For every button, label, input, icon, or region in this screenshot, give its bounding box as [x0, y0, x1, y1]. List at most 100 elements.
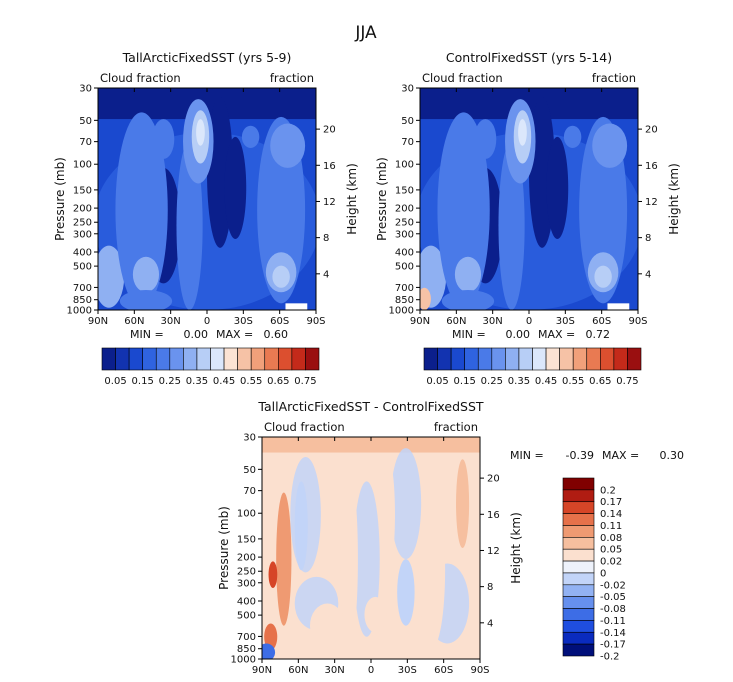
colorbar-swatch: [305, 347, 320, 371]
field-blob: [270, 123, 306, 168]
left-label: Cloud fraction: [100, 71, 181, 85]
field-blob: [119, 290, 173, 310]
colorbar-swatch: [237, 347, 252, 371]
y-tick-label: 700: [395, 283, 414, 294]
max-value: 0.30: [660, 449, 685, 462]
height-tick-label: 8: [645, 233, 651, 244]
x-tick-label: 60N: [124, 316, 144, 327]
colorbar-swatch: [183, 347, 198, 371]
y-tick-label: 70: [243, 486, 256, 497]
y-tick-label: 300: [395, 229, 414, 240]
field-blob: [456, 459, 470, 548]
x-tick-label: 90N: [88, 316, 108, 327]
panel-title: TallArcticFixedSST (yrs 5-9): [122, 50, 292, 65]
y-tick-label: 850: [395, 295, 414, 306]
height-tick-label: 12: [323, 197, 336, 208]
colorbar-label: 0: [600, 568, 606, 579]
max-value: 0.60: [264, 328, 289, 341]
field-blob: [418, 492, 446, 648]
colorbar-swatch: [450, 347, 465, 371]
colorbar-label: 0.75: [294, 376, 316, 387]
height-tick-label: 12: [645, 197, 658, 208]
colorbar-label: 0.2: [600, 485, 616, 496]
colorbar-label: 0.05: [104, 376, 126, 387]
field-blob: [132, 256, 160, 293]
y-tick-label: 50: [79, 116, 92, 127]
height-tick-label: 8: [487, 582, 493, 593]
max-value: 0.72: [586, 328, 611, 341]
y-tick-label: 50: [401, 116, 414, 127]
plot-area: [262, 437, 480, 659]
colorbar-label: 0.25: [481, 376, 503, 387]
field-blob: [264, 623, 278, 651]
colorbar-label: -0.02: [600, 580, 626, 591]
x-tick-label: 30S: [556, 316, 575, 327]
y-tick-label: 250: [395, 218, 414, 229]
y-tick-label: 70: [401, 137, 414, 148]
height-tick-label: 4: [323, 269, 329, 280]
y-tick-label: 500: [395, 262, 414, 273]
y-axis-title: Pressure (mb): [53, 157, 67, 241]
colorbar-swatch: [562, 525, 595, 538]
field-blob: [272, 265, 290, 288]
y-tick-label: 100: [395, 160, 414, 171]
colorbar-swatch: [291, 347, 306, 371]
field-blob: [390, 448, 422, 560]
colorbar-swatch: [196, 347, 211, 371]
colorbar-swatch: [115, 347, 130, 371]
colorbar-swatch: [210, 347, 225, 371]
colorbar-label: 0.17: [600, 497, 622, 508]
field-blob: [364, 596, 387, 633]
colorbar-label: 0.08: [600, 533, 622, 544]
colorbar-label: -0.11: [600, 616, 626, 627]
colorbar-swatch: [169, 347, 184, 371]
x-tick-label: 60S: [270, 316, 289, 327]
min-value: 0.00: [506, 328, 531, 341]
colorbar-swatch: [586, 347, 601, 371]
colorbar-swatch: [562, 620, 595, 633]
field-blob: [441, 290, 495, 310]
height-tick-label: 20: [323, 125, 336, 136]
x-tick-label: 30N: [483, 316, 503, 327]
colorbar-label: 0.65: [589, 376, 611, 387]
colorbar-label: 0.45: [535, 376, 557, 387]
y-tick-label: 250: [237, 567, 256, 578]
y-tick-label: 500: [73, 262, 92, 273]
colorbar-label: 0.75: [616, 376, 638, 387]
y-axis-title: Pressure (mb): [375, 157, 389, 241]
missing-data: [607, 303, 630, 310]
field-top-band: [262, 437, 480, 453]
field-blob: [115, 112, 168, 308]
y-tick-label: 1000: [231, 655, 256, 666]
left-label: Cloud fraction: [422, 71, 503, 85]
x-tick-label: 0: [526, 316, 532, 327]
x-tick-label: 90S: [470, 665, 489, 676]
max-label: MAX =: [538, 328, 575, 341]
colorbar-label: 0.65: [267, 376, 289, 387]
colorbar-swatch: [562, 572, 595, 586]
colorbar-label: 0.15: [454, 376, 476, 387]
y-tick-label: 500: [237, 611, 256, 622]
field-blob: [498, 141, 525, 310]
right-label: fraction: [270, 71, 314, 85]
field-blob: [224, 136, 247, 239]
colorbar-label: 0.25: [159, 376, 181, 387]
panel-difference: TallArcticFixedSST - ControlFixedSST Clou…: [217, 399, 684, 676]
panel-control: ControlFixedSST (yrs 5-14) Cloud fraction…: [375, 50, 681, 387]
y-tick-label: 200: [237, 553, 256, 564]
field-blob: [294, 481, 308, 571]
field-blob: [276, 492, 292, 626]
y-axis-title: Pressure (mb): [217, 506, 231, 590]
y-tick-label: 70: [79, 137, 92, 148]
max-label: MAX =: [216, 328, 253, 341]
colorbar-label: 0.02: [600, 557, 622, 568]
colorbar-label: 0.55: [562, 376, 584, 387]
colorbar-label: -0.17: [600, 640, 626, 651]
page-title: JJA: [354, 23, 377, 43]
y-tick-label: 150: [237, 534, 256, 545]
y-tick-label: 150: [395, 185, 414, 196]
y-tick-label: 850: [237, 644, 256, 655]
colorbar-swatch: [562, 608, 595, 621]
colorbar-swatch: [562, 596, 595, 609]
